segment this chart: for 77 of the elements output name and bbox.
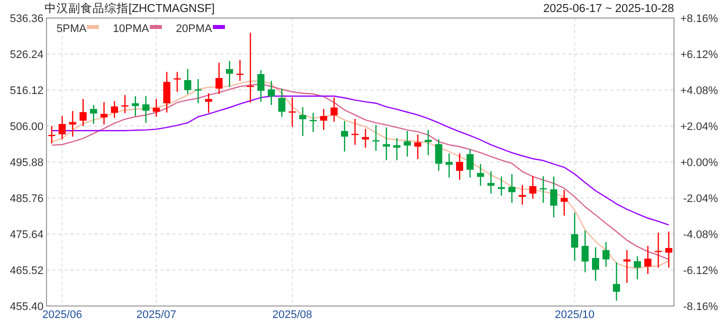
candlestick	[435, 138, 442, 172]
candlestick	[226, 60, 234, 88]
candlestick	[487, 170, 495, 194]
candlestick	[184, 68, 192, 95]
candlestick	[508, 173, 516, 204]
x-tick-label: 2025/07	[136, 309, 176, 320]
candlestick	[476, 163, 484, 186]
y2-tick-label: +0.00%	[680, 156, 718, 169]
candlestick	[382, 126, 390, 161]
candlestick	[571, 212, 578, 262]
candlestick	[278, 88, 286, 118]
y-tick-label: 526.24	[10, 48, 44, 61]
y2-tick-label: -2.04%	[683, 192, 718, 205]
candlestick	[163, 71, 170, 114]
candlestick	[152, 98, 160, 118]
candlestick	[404, 130, 411, 158]
candlestick	[372, 124, 380, 152]
candlestick	[498, 176, 505, 196]
y2-tick-label: -6.12%	[683, 264, 718, 277]
candlestick	[320, 108, 328, 131]
candlestick	[58, 115, 66, 140]
legend-label: 10PMA	[112, 23, 150, 35]
candlestick	[602, 241, 610, 268]
x-tick-label: 2025/06	[42, 309, 82, 320]
candlestick	[529, 176, 536, 200]
candlestick	[393, 137, 400, 161]
y-tick-label: 485.76	[10, 192, 44, 205]
candlestick	[560, 189, 568, 216]
candlestick	[341, 120, 348, 152]
x-tick-label: 2025/08	[272, 309, 312, 320]
legend-label: 20PMA	[176, 23, 213, 35]
candlestick	[236, 59, 244, 82]
candlestick	[80, 98, 87, 127]
candlestick	[362, 128, 370, 148]
y-tick-label: 516.12	[10, 84, 44, 97]
candlestick	[110, 100, 118, 118]
candlestick	[100, 102, 108, 126]
y2-tick-label: -4.08%	[683, 228, 718, 241]
y-tick-label: 465.52	[10, 264, 44, 277]
y2-tick-label: +8.16%	[680, 12, 718, 25]
candlestick	[612, 262, 620, 302]
candlestick	[550, 176, 558, 218]
candlestick	[414, 134, 422, 160]
candlestick	[90, 104, 98, 124]
candlestick	[582, 230, 589, 273]
y2-tick-label: +2.04%	[680, 120, 718, 133]
candlestick	[518, 184, 526, 206]
candlestick	[216, 62, 223, 95]
chart-title: 中汉副食品综指[ZHCTMAGNSF]	[44, 1, 215, 15]
candlestick	[456, 152, 464, 180]
x-tick-label: 2025/10	[554, 309, 595, 320]
y-tick-label: 455.40	[10, 300, 44, 313]
y-tick-label: 536.36	[10, 12, 44, 25]
y-tick-label: 475.64	[10, 228, 44, 241]
candlestick	[299, 106, 306, 137]
candlestick	[132, 96, 139, 117]
candlestick	[446, 152, 453, 178]
chart-subtitle: 2025-06-17 ~ 2025-10-28	[543, 3, 674, 15]
y-tick-label: 495.88	[10, 156, 44, 169]
candlestick	[634, 256, 641, 280]
y2-tick-label: -8.16%	[683, 300, 718, 313]
candlestick	[644, 245, 652, 275]
legend-label: 5PMA	[56, 23, 88, 35]
candlestick	[623, 250, 630, 284]
candlestick	[424, 129, 432, 156]
candlestick	[205, 92, 212, 114]
y2-tick-label: +4.08%	[680, 84, 718, 97]
candlestick	[330, 96, 338, 122]
y2-tick-label: +6.12%	[680, 48, 718, 61]
candlestick	[466, 148, 474, 178]
y-tick-label: 506.00	[10, 120, 44, 133]
candlestick	[665, 231, 672, 268]
candlestick	[592, 246, 600, 282]
candlestick	[142, 96, 150, 124]
candlestick	[69, 110, 76, 138]
candlestick	[268, 80, 275, 106]
candlestick	[257, 70, 264, 102]
